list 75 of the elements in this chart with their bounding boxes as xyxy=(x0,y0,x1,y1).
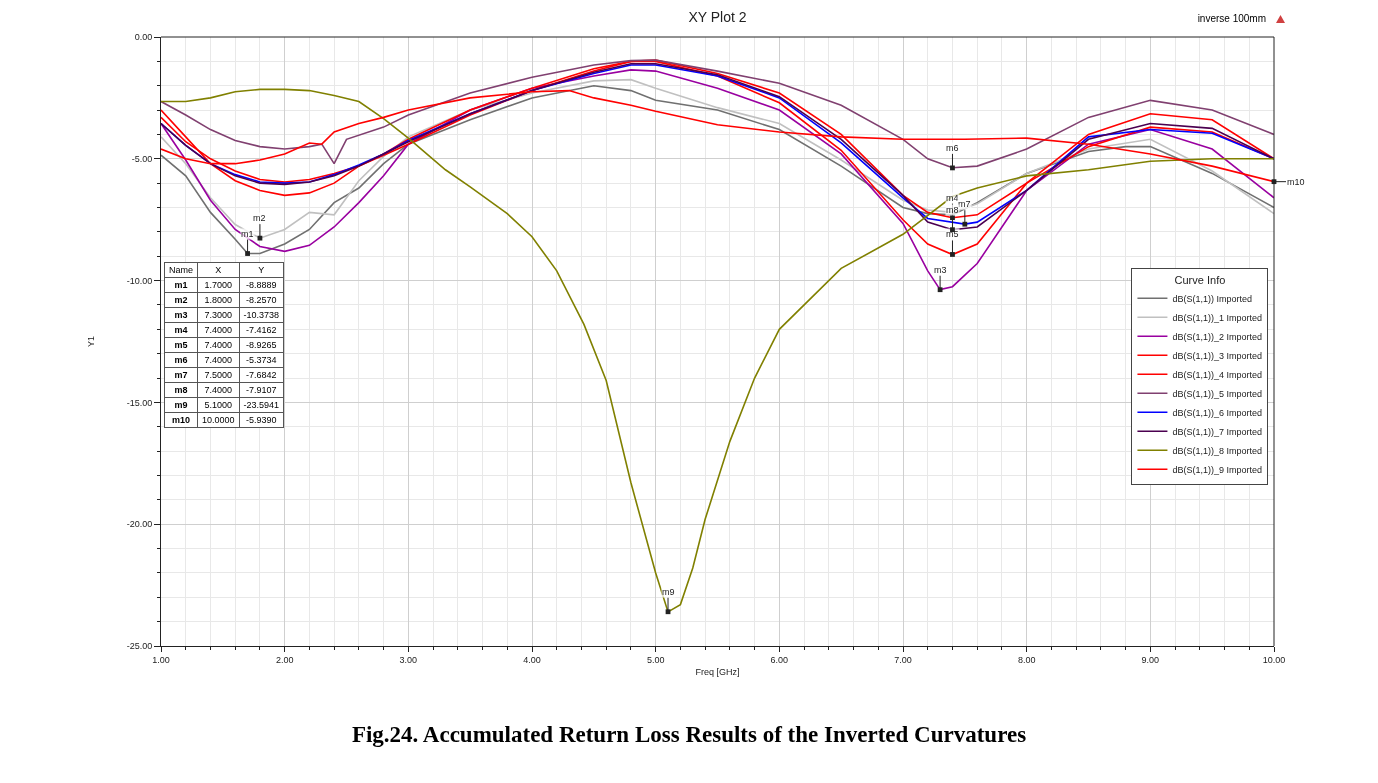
annotation: 7.4000 xyxy=(197,322,240,338)
x-tick-label: 7.00 xyxy=(894,654,912,665)
x-tick-label: 4.00 xyxy=(523,654,541,665)
text: m7 xyxy=(174,370,188,381)
legend-label: dB(S(1,1)) Imported xyxy=(1172,293,1252,304)
x-tick-label: 8.00 xyxy=(1017,654,1036,665)
x-tick-label: 6.00 xyxy=(770,654,789,665)
y-tick-label: -15.00 xyxy=(126,397,153,408)
annotation: -8.8889 xyxy=(239,277,284,293)
annotation: 7.5000 xyxy=(197,367,240,383)
text: m2 xyxy=(174,295,188,306)
annotation: m4 xyxy=(946,193,959,203)
y-tick-label: -10.00 xyxy=(126,275,153,286)
legend-label: dB(S(1,1))_3 Imported xyxy=(1172,350,1262,361)
x-tick-label: 5.00 xyxy=(646,654,665,665)
legend-label: dB(S(1,1))_8 Imported xyxy=(1172,445,1262,456)
x-tick-label: 9.00 xyxy=(1141,654,1160,665)
legend-label: dB(S(1,1))_4 Imported xyxy=(1172,369,1262,380)
text: inverse 100mm xyxy=(1197,13,1266,24)
text: m5 xyxy=(174,340,188,351)
text: m4 xyxy=(174,325,188,336)
annotation: -7.6842 xyxy=(239,367,284,383)
chart-title: XY Plot 2 xyxy=(688,8,747,25)
caption: Fig.24. Accumulated Return Loss Results of the Inverted Curvatures xyxy=(350,722,1028,748)
y-tick-label: 0.00 xyxy=(134,32,153,43)
annotation: -8.2570 xyxy=(239,292,284,308)
annotation: -23.5941 xyxy=(239,397,284,413)
text: m3 xyxy=(174,310,188,321)
annotation: m5 xyxy=(946,229,959,239)
annotation: m7 xyxy=(958,199,971,209)
legend-label: dB(S(1,1))_6 Imported xyxy=(1172,407,1262,418)
legend-label: dB(S(1,1))_9 Imported xyxy=(1172,464,1262,475)
annotation: m3 xyxy=(934,265,947,275)
text: m9 xyxy=(174,400,188,411)
text: m8 xyxy=(174,385,188,396)
legend-label: dB(S(1,1))_5 Imported xyxy=(1172,388,1262,399)
annotation: -8.9265 xyxy=(239,337,284,353)
legend-label: dB(S(1,1))_7 Imported xyxy=(1172,426,1262,437)
y-tick-label: -25.00 xyxy=(126,641,153,652)
annotation: m2 xyxy=(253,213,266,223)
annotation: 7.4000 xyxy=(197,382,240,398)
y-axis-title: Y1 xyxy=(86,335,97,348)
annotation: 7.4000 xyxy=(197,337,240,353)
annotation: -7.9107 xyxy=(239,382,284,398)
annotation: 1.8000 xyxy=(197,292,240,308)
annotation: m1 xyxy=(241,229,254,239)
text: m1 xyxy=(174,280,188,291)
annotation: 7.3000 xyxy=(197,307,240,323)
legend-label: dB(S(1,1))_1 Imported xyxy=(1172,312,1262,323)
annotation: m10 xyxy=(1287,177,1305,187)
annotation: Y xyxy=(239,262,284,278)
text: m10 xyxy=(172,415,191,426)
legend-title: Curve Info xyxy=(1174,273,1226,286)
annotation: -5.9390 xyxy=(239,412,284,428)
annotation: -10.3738 xyxy=(239,307,284,323)
annotation: 7.4000 xyxy=(197,352,240,368)
x-tick-label: 1.00 xyxy=(152,654,170,665)
annotation: -7.4162 xyxy=(239,322,284,338)
text: m6 xyxy=(174,355,188,366)
x-tick-label: 2.00 xyxy=(275,654,294,665)
x-tick-label: 10.00 xyxy=(1262,654,1286,665)
annotation: m6 xyxy=(946,143,959,153)
annotation: 10.0000 xyxy=(197,412,240,428)
annotation: m9 xyxy=(662,587,675,597)
x-tick-label: 3.00 xyxy=(399,654,418,665)
legend-label: dB(S(1,1))_2 Imported xyxy=(1172,331,1262,342)
y-tick-label: -20.00 xyxy=(126,519,153,530)
x-axis-title: Freq [GHz] xyxy=(695,666,740,677)
y-tick-label: -5.00 xyxy=(131,153,153,164)
annotation: m8 xyxy=(946,205,959,215)
annotation: Name xyxy=(164,262,198,278)
annotation: 1.7000 xyxy=(197,277,240,293)
annotation: X xyxy=(197,262,240,278)
annotation: -5.3734 xyxy=(239,352,284,368)
annotation: 5.1000 xyxy=(197,397,240,413)
